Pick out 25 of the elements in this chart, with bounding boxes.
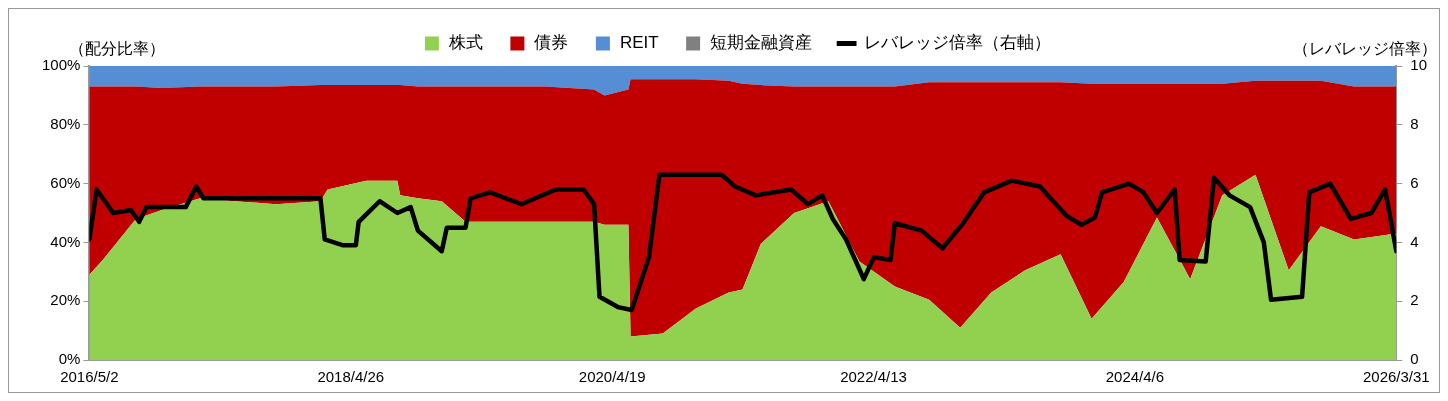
y2-tick-label: 0 bbox=[1410, 350, 1419, 368]
y2-axis-title: （レバレッジ倍率） bbox=[1293, 40, 1437, 58]
x-tick-label: 2020/4/19 bbox=[578, 368, 646, 386]
x-tick-label: 2018/4/26 bbox=[317, 368, 385, 386]
legend-label: 債券 bbox=[534, 33, 569, 53]
x-tick-label: 2026/3/31 bbox=[1362, 368, 1430, 386]
y-tick-label: 60% bbox=[50, 173, 81, 191]
y-axis-title: （配分比率） bbox=[69, 40, 165, 58]
legend-label: 短期金融資産 bbox=[710, 33, 813, 53]
y-tick-label: 20% bbox=[50, 291, 81, 309]
y2-tick-label: 8 bbox=[1410, 114, 1419, 132]
legend-label: 株式 bbox=[447, 33, 483, 53]
y-tick-label: 0% bbox=[58, 350, 81, 368]
y-tick-label: 40% bbox=[50, 232, 81, 250]
legend-label: REIT bbox=[619, 33, 659, 53]
x-tick-label: 2016/5/2 bbox=[60, 368, 119, 386]
x-tick-label: 2024/4/6 bbox=[1105, 368, 1165, 386]
y2-tick-label: 2 bbox=[1410, 291, 1419, 309]
y-tick-label: 100% bbox=[41, 56, 81, 74]
y2-tick-label: 6 bbox=[1410, 173, 1419, 191]
x-tick-label: 2022/4/13 bbox=[840, 368, 907, 386]
y-tick-label: 80% bbox=[50, 114, 81, 132]
legend-label: レバレッジ倍率（右軸） bbox=[863, 33, 1051, 53]
y2-tick-label: 10 bbox=[1410, 56, 1427, 74]
y2-tick-label: 4 bbox=[1410, 232, 1419, 250]
